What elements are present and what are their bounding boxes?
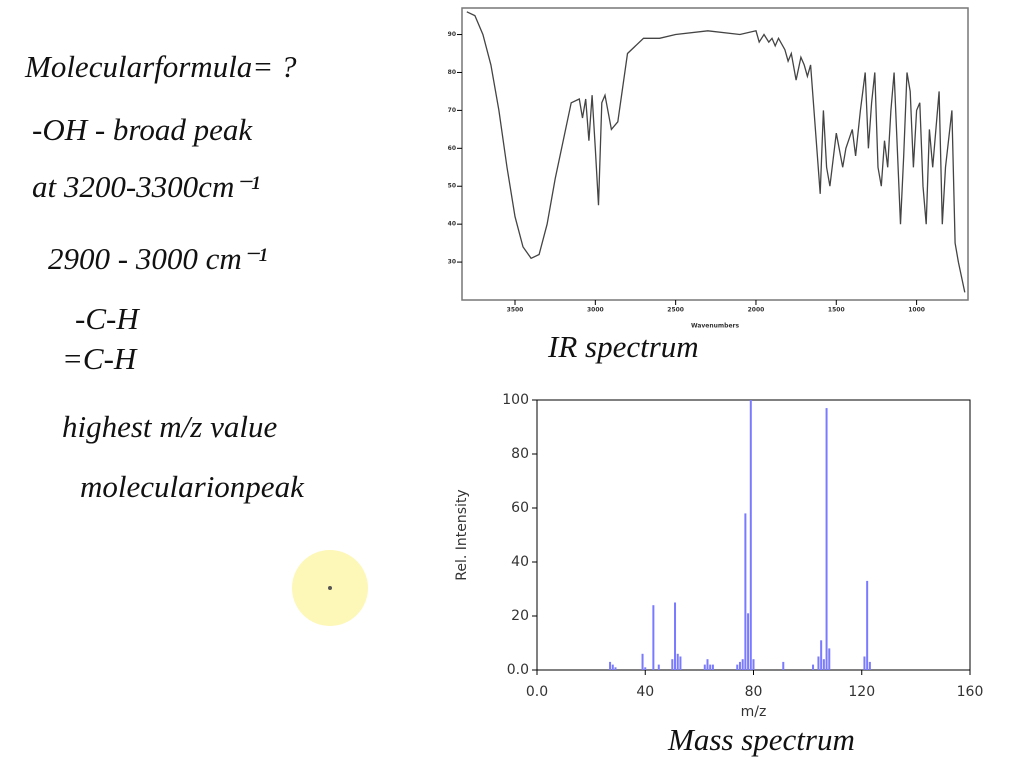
peak (749, 400, 752, 670)
y-tick-label: 60 (511, 500, 529, 516)
peak (644, 667, 647, 670)
peak (736, 664, 739, 670)
peak (868, 661, 871, 670)
x-tick-label: 2500 (667, 307, 684, 314)
peak (703, 664, 706, 670)
peak (652, 605, 655, 670)
y-tick-label: 90 (448, 31, 456, 38)
x-tick-label: 2000 (748, 307, 765, 314)
peak (752, 659, 755, 670)
handwritten-note: at 3200-3300cm⁻¹ (32, 169, 260, 204)
y-tick-label: 20 (511, 608, 529, 624)
y-tick-label: 30 (448, 259, 456, 266)
peak (711, 664, 714, 670)
handwritten-note: -OH - broad peak (32, 112, 253, 147)
handwritten-note: highest m/z value (62, 409, 277, 444)
peak (820, 640, 823, 670)
x-tick-label: 1000 (908, 307, 925, 314)
peak (709, 664, 712, 670)
x-tick-label: 3000 (587, 307, 604, 314)
peak (825, 408, 828, 670)
peak (812, 664, 815, 670)
peak (738, 661, 741, 670)
ir-trace (466, 11, 966, 293)
chart-caption: Mass spectrum (667, 722, 855, 757)
peak (822, 659, 825, 670)
peak (614, 667, 617, 670)
handwritten-note: -C-H (75, 301, 140, 336)
peak (641, 653, 644, 670)
y-axis-label: Rel. Intensity (454, 489, 470, 580)
y-tick-label: 100 (502, 392, 529, 408)
peak (817, 656, 820, 670)
peak (657, 664, 660, 670)
x-tick-label: 1500 (828, 307, 845, 314)
x-tick-label: 0.0 (526, 684, 548, 700)
x-tick-label: 120 (848, 684, 875, 700)
peak (744, 513, 747, 670)
y-tick-label: 40 (511, 554, 529, 570)
peak (863, 656, 866, 670)
handwritten-note: Molecularformula= ? (24, 49, 297, 84)
y-tick-label: 80 (511, 446, 529, 462)
peak (679, 656, 682, 670)
plot-frame (536, 399, 971, 671)
x-tick-label: 160 (957, 684, 984, 700)
y-tick-label: 0.0 (507, 662, 529, 678)
peak (782, 661, 785, 670)
y-tick-label: 60 (448, 145, 456, 152)
y-tick-label: 70 (448, 107, 456, 114)
plot-frame (461, 7, 969, 301)
peak (611, 664, 614, 670)
peak (671, 659, 674, 670)
x-tick-label: 3500 (507, 307, 524, 314)
handwritten-note: 2900 - 3000 cm⁻¹ (48, 241, 267, 276)
peak (706, 659, 709, 670)
peak (676, 653, 679, 670)
peak (866, 580, 869, 670)
peak (747, 613, 750, 670)
peak (674, 602, 677, 670)
y-tick-label: 80 (448, 69, 456, 76)
y-tick-label: 50 (448, 183, 456, 190)
x-tick-label: 80 (745, 684, 763, 700)
handwritten-note: molecularionpeak (80, 469, 305, 504)
peak (741, 659, 744, 670)
cursor-dot (328, 586, 332, 590)
handwritten-note: =C-H (62, 341, 138, 376)
x-tick-label: 40 (636, 684, 654, 700)
chart-caption: IR spectrum (547, 329, 699, 364)
x-axis-label: m/z (741, 704, 767, 720)
y-tick-label: 40 (448, 221, 456, 228)
x-axis-label: Wavenumbers (691, 323, 740, 330)
peak (828, 648, 831, 670)
peak (609, 661, 612, 670)
